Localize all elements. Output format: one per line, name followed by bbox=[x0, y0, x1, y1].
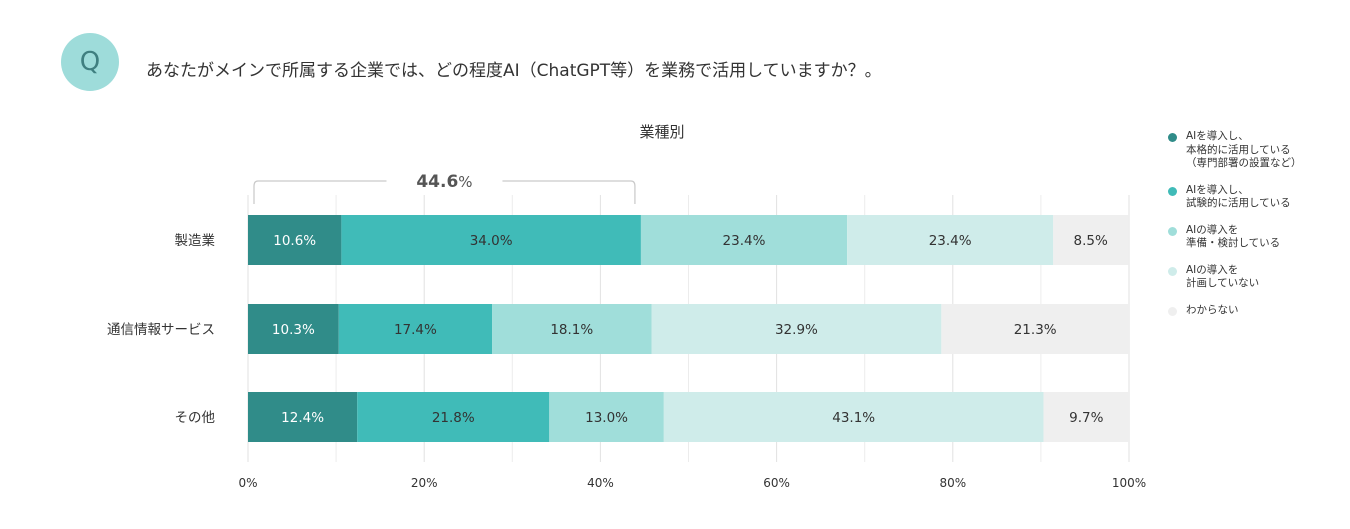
x-tick-label: 20% bbox=[411, 476, 438, 490]
x-tick-label: 0% bbox=[238, 476, 257, 490]
legend-label: わからない bbox=[1186, 303, 1239, 316]
legend-item: AIを導入し、 本格的に活用している （専門部署の設置など） bbox=[1168, 130, 1346, 171]
bar-segment bbox=[847, 215, 1054, 265]
chart-legend: AIを導入し、 本格的に活用している （専門部署の設置など） AIを導入し、 試験… bbox=[1168, 130, 1346, 330]
bar-segment bbox=[248, 304, 339, 354]
bar-segment bbox=[1043, 392, 1129, 442]
data-label: 21.3% bbox=[1014, 322, 1057, 338]
chart-title: 業種別 bbox=[639, 123, 685, 141]
data-label: 32.9% bbox=[775, 322, 818, 338]
data-label: 10.6% bbox=[273, 233, 316, 249]
data-label: 18.1% bbox=[550, 322, 593, 338]
legend-swatch bbox=[1168, 226, 1177, 236]
legend-swatch bbox=[1168, 186, 1177, 196]
category-label: その他 bbox=[175, 410, 216, 426]
annotation-label: 44.6% bbox=[416, 172, 472, 192]
data-label: 34.0% bbox=[470, 233, 513, 249]
category-label: 製造業 bbox=[175, 233, 216, 249]
data-label: 8.5% bbox=[1074, 233, 1108, 249]
x-tick-label: 40% bbox=[587, 476, 614, 490]
category-label: 通信情報サービス bbox=[107, 322, 215, 338]
data-label: 10.3% bbox=[272, 322, 315, 338]
legend-item: AIを導入し、 試験的に活用している bbox=[1168, 184, 1346, 211]
bar-segment bbox=[357, 392, 550, 442]
legend-item: AIの導入を 計画していない bbox=[1168, 264, 1346, 291]
legend-label: AIを導入し、 試験的に活用している bbox=[1186, 183, 1291, 210]
bar-segment bbox=[549, 392, 664, 442]
data-label: 43.1% bbox=[832, 410, 875, 426]
data-label: 17.4% bbox=[394, 322, 437, 338]
bar-segment bbox=[341, 215, 641, 265]
legend-item: わからない bbox=[1168, 304, 1346, 318]
data-label: 21.8% bbox=[432, 410, 475, 426]
data-label: 23.4% bbox=[723, 233, 766, 249]
legend-swatch bbox=[1168, 266, 1177, 276]
bar-segment bbox=[640, 215, 848, 265]
data-label: 9.7% bbox=[1069, 410, 1103, 426]
x-tick-label: 60% bbox=[763, 476, 790, 490]
legend-swatch bbox=[1168, 306, 1177, 316]
bar-segment bbox=[941, 304, 1129, 354]
question-text: あなたがメインで所属する企業では、どの程度AI（ChatGPT等）を業務で活用し… bbox=[146, 61, 882, 81]
data-label: 12.4% bbox=[281, 410, 324, 426]
bar-segment bbox=[338, 304, 493, 354]
annotation-bracket-left bbox=[253, 180, 387, 204]
legend-label: AIの導入を 準備・検討している bbox=[1186, 223, 1281, 250]
bar-segment bbox=[492, 304, 652, 354]
annotation-bracket-right bbox=[502, 180, 636, 204]
bar-segment bbox=[663, 392, 1044, 442]
bar-segment bbox=[1053, 215, 1129, 265]
legend-label: AIを導入し、 本格的に活用している （専門部署の設置など） bbox=[1186, 130, 1302, 169]
data-label: 13.0% bbox=[585, 410, 628, 426]
data-label: 23.4% bbox=[929, 233, 972, 249]
bar-segment bbox=[651, 304, 942, 354]
legend-item: AIの導入を 準備・検討している bbox=[1168, 224, 1346, 251]
x-tick-label: 80% bbox=[939, 476, 966, 490]
x-tick-label: 100% bbox=[1112, 476, 1146, 490]
bar-segment bbox=[248, 392, 358, 442]
legend-label: AIの導入を 計画していない bbox=[1186, 263, 1260, 290]
bar-segment bbox=[248, 215, 342, 265]
legend-swatch bbox=[1168, 133, 1177, 142]
question-badge: Q bbox=[61, 33, 119, 91]
